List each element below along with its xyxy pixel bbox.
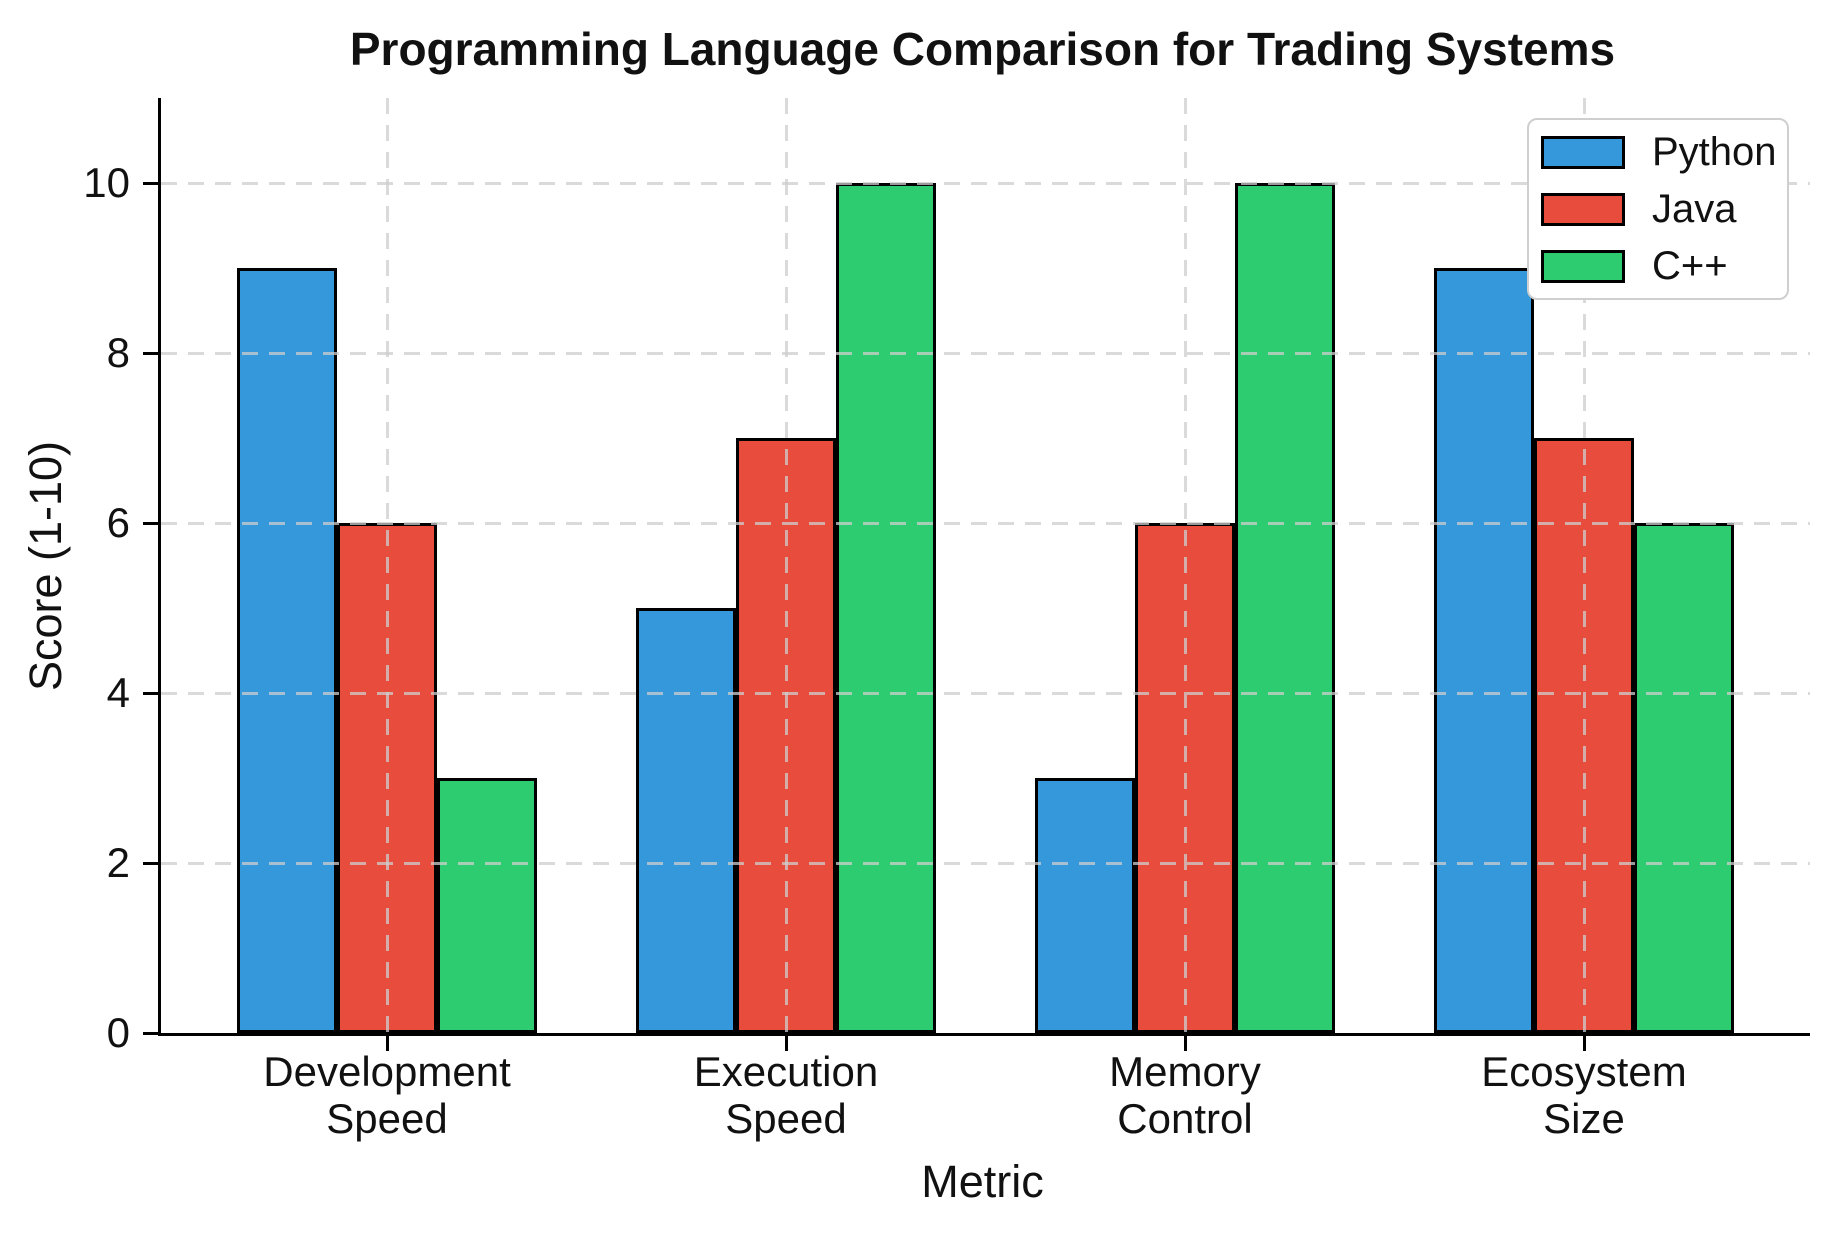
gridline-y-10 [161, 182, 1810, 185]
gridline-y-6 [161, 522, 1810, 525]
x-tick-label-line: Speed [725, 1095, 847, 1142]
bar-c-3 [1634, 523, 1734, 1033]
x-tick-label-memory-control: Memory Control [1015, 1048, 1355, 1142]
x-tick-label-line: Memory [1109, 1048, 1261, 1095]
legend: Python Java C++ [1527, 118, 1789, 300]
bar-c-1 [836, 183, 936, 1033]
legend-label: C++ [1652, 244, 1728, 288]
x-tick-label-line: Ecosystem [1481, 1048, 1687, 1095]
x-tick-label-execution-speed: Execution Speed [616, 1048, 956, 1142]
gridline-y-4 [161, 692, 1810, 695]
x-tick-label-line: Execution [693, 1048, 879, 1095]
gridline-x-0 [386, 98, 389, 1033]
legend-swatch-icon [1541, 135, 1625, 169]
gridline-x-2 [1184, 98, 1187, 1033]
x-axis-label: Metric [921, 1156, 1044, 1207]
x-tick-mark-1 [784, 1036, 788, 1051]
y-tick-mark-4 [143, 691, 158, 695]
gridline-x-3 [1583, 98, 1586, 1033]
bar-c-0 [437, 778, 537, 1033]
plot-area [143, 98, 1810, 1051]
bar-python-3 [1434, 268, 1534, 1033]
x-tick-label-line: Speed [326, 1095, 448, 1142]
y-tick-mark-2 [143, 861, 158, 865]
legend-label: Java [1652, 187, 1737, 231]
legend-swatch-icon [1541, 249, 1625, 283]
chart-title: Programming Language Comparison for Trad… [349, 23, 1616, 75]
bar-python-0 [237, 268, 337, 1033]
x-tick-label-line: Development [263, 1048, 511, 1095]
y-tick-mark-6 [143, 521, 158, 525]
x-tick-mark-2 [1183, 1036, 1187, 1051]
legend-item-python: Python [1541, 129, 1777, 175]
y-tick-mark-10 [143, 181, 158, 185]
x-tick-mark-3 [1582, 1036, 1586, 1051]
gridline-y-2 [161, 862, 1810, 865]
y-axis-label: Score (1-10) [20, 440, 71, 692]
x-tick-label-line: Control [1117, 1095, 1253, 1142]
legend-item-c: C++ [1541, 243, 1777, 289]
gridline-x-1 [785, 98, 788, 1033]
y-tick-label-2: 2 [106, 839, 130, 886]
y-tick-label-0: 0 [106, 1009, 130, 1056]
x-tick-mark-0 [385, 1036, 389, 1051]
y-tick-mark-8 [143, 351, 158, 355]
x-tick-label-line: Size [1543, 1095, 1625, 1142]
legend-item-java: Java [1541, 186, 1777, 232]
x-tick-label-ecosystem-size: Ecosystem Size [1414, 1048, 1754, 1142]
gridline-y-8 [161, 352, 1810, 355]
y-tick-label-8: 8 [106, 329, 130, 376]
bar-python-2 [1035, 778, 1135, 1033]
legend-label: Python [1652, 130, 1777, 174]
y-tick-label-4: 4 [106, 669, 130, 716]
y-tick-mark-0 [143, 1031, 158, 1035]
bar-python-1 [636, 608, 736, 1033]
legend-swatch-icon [1541, 192, 1625, 226]
x-tick-label-development-speed: Development Speed [217, 1048, 557, 1142]
y-tick-label-10: 10 [83, 159, 130, 206]
y-tick-label-6: 6 [106, 499, 130, 546]
bar-c-2 [1235, 183, 1335, 1033]
